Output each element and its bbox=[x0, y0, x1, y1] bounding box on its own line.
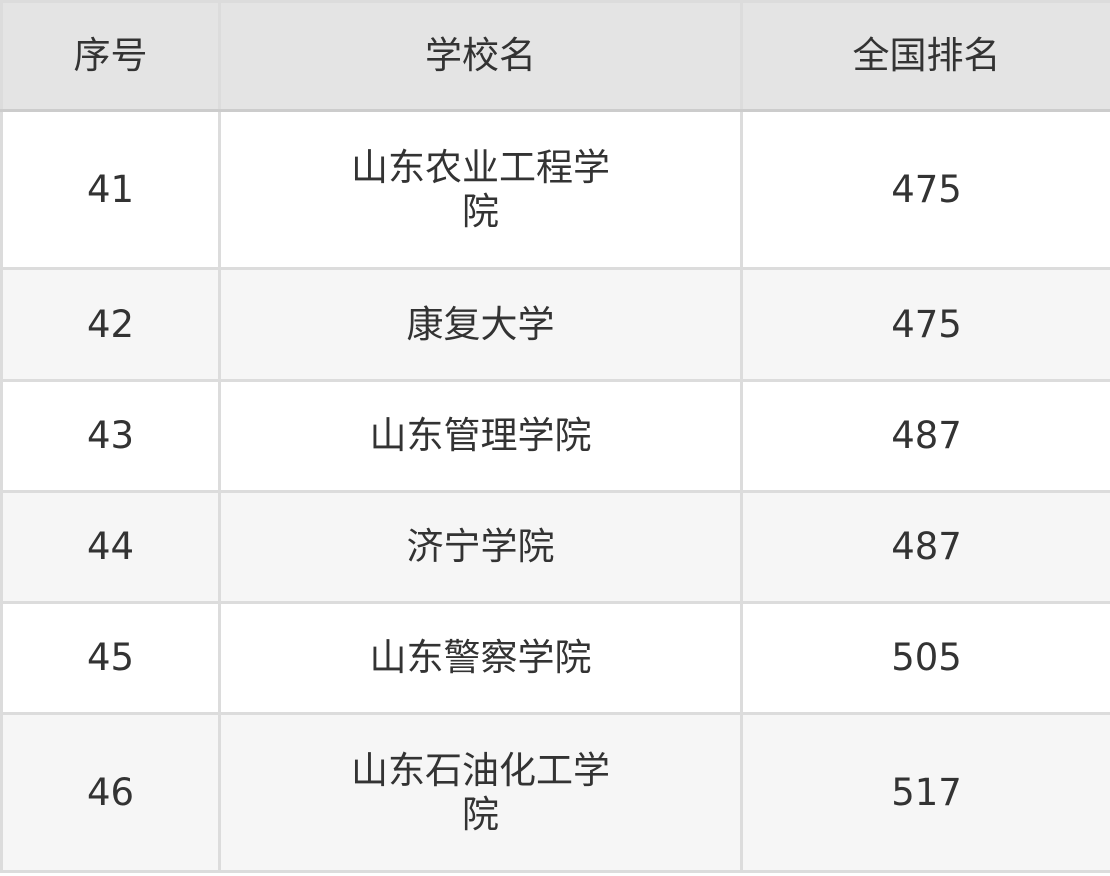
table-row: 45 山东警察学院 505 bbox=[0, 601, 1110, 715]
cell-index: 45 bbox=[0, 601, 221, 715]
cell-index: 46 bbox=[0, 712, 221, 873]
header-index: 序号 bbox=[0, 0, 221, 112]
cell-rank: 475 bbox=[740, 267, 1110, 382]
school-name: 康复大学 bbox=[406, 302, 555, 346]
school-name: 山东农业工程学院 bbox=[351, 145, 610, 233]
cell-rank: 517 bbox=[740, 712, 1110, 873]
cell-rank: 505 bbox=[740, 601, 1110, 715]
cell-index: 42 bbox=[0, 267, 221, 382]
cell-school-name: 山东警察学院 bbox=[218, 601, 743, 715]
cell-school-name: 山东农业工程学院 bbox=[218, 109, 743, 270]
cell-index: 41 bbox=[0, 109, 221, 270]
cell-rank: 487 bbox=[740, 379, 1110, 493]
table-row: 43 山东管理学院 487 bbox=[0, 379, 1110, 493]
cell-index: 43 bbox=[0, 379, 221, 493]
table-row: 41 山东农业工程学院 475 bbox=[0, 109, 1110, 270]
cell-rank: 487 bbox=[740, 490, 1110, 604]
header-national-rank: 全国排名 bbox=[740, 0, 1110, 112]
table-row: 44 济宁学院 487 bbox=[0, 490, 1110, 604]
school-name: 山东石油化工学院 bbox=[351, 748, 610, 836]
cell-school-name: 山东管理学院 bbox=[218, 379, 743, 493]
cell-rank: 475 bbox=[740, 109, 1110, 270]
cell-school-name: 济宁学院 bbox=[218, 490, 743, 604]
cell-school-name: 山东石油化工学院 bbox=[218, 712, 743, 873]
school-name: 济宁学院 bbox=[406, 525, 555, 568]
header-school-name: 学校名 bbox=[218, 0, 743, 112]
table-row: 42 康复大学 475 bbox=[0, 267, 1110, 382]
table-row: 46 山东石油化工学院 517 bbox=[0, 712, 1110, 873]
header-row: 序号 学校名 全国排名 bbox=[0, 0, 1110, 112]
cell-school-name: 康复大学 bbox=[218, 267, 743, 382]
school-name: 山东管理学院 bbox=[369, 414, 592, 457]
school-name: 山东警察学院 bbox=[369, 636, 592, 679]
cell-index: 44 bbox=[0, 490, 221, 604]
